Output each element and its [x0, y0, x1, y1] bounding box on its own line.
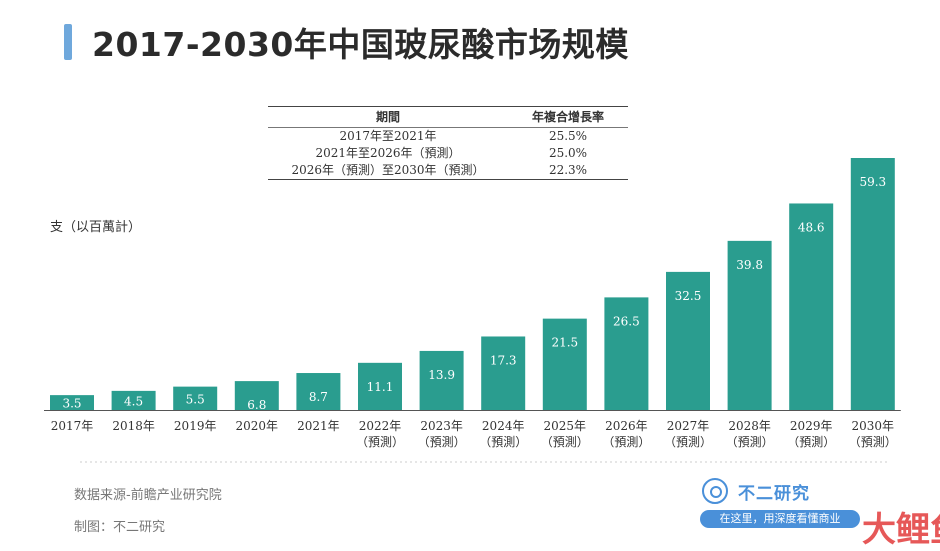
- x-tick-sublabel: （預測）: [356, 435, 404, 449]
- bar-value-label: 26.5: [613, 314, 640, 328]
- x-tick-sublabel: （預測）: [541, 435, 589, 449]
- bar: [850, 158, 895, 410]
- cagr-rate: 22.3%: [548, 163, 588, 177]
- bar-value-label: 3.5: [62, 397, 81, 411]
- bar-value-label: 8.7: [309, 390, 328, 404]
- x-tick-label: 2018年: [112, 419, 155, 433]
- bar-value-label: 13.9: [428, 368, 455, 382]
- x-tick-label: 2017年: [51, 419, 94, 433]
- x-tick-label: 2030年: [852, 419, 895, 433]
- x-tick-label: 2025年: [544, 419, 587, 433]
- bar-value-label: 4.5: [124, 394, 143, 408]
- cagr-header-period: 期間: [375, 110, 400, 124]
- y-unit-label: 支（以百萬計）: [50, 220, 142, 235]
- data-source: 数据来源-前瞻产业研究院: [74, 488, 222, 503]
- bar: [111, 390, 156, 410]
- bar-value-label: 32.5: [675, 289, 702, 303]
- bar: [173, 386, 218, 410]
- cagr-rule-bottom: [268, 179, 628, 180]
- brand-slogan: 在这里，用深度看懂商业: [700, 510, 860, 528]
- chart-maker: 制图：不二研究: [74, 520, 166, 535]
- cagr-row: 2017年至2021年 25.5%: [268, 128, 628, 145]
- cagr-row: 2026年（預測）至2030年（預測） 22.3%: [268, 162, 628, 179]
- bar: [666, 271, 710, 410]
- bar-value-label: 17.3: [490, 353, 517, 367]
- cagr-rule-top: [268, 106, 628, 107]
- x-tick-sublabel: （預測）: [849, 435, 897, 449]
- bar: [296, 373, 341, 410]
- bar: [727, 240, 772, 410]
- bar-value-label: 11.1: [367, 380, 394, 394]
- bar: [50, 395, 94, 410]
- cagr-header-rate: 年複合增長率: [531, 110, 604, 124]
- cagr-period: 2017年至2021年: [339, 129, 437, 143]
- title-accent-bar: [64, 24, 72, 60]
- x-tick-sublabel: （預測）: [602, 435, 650, 449]
- bar: [789, 203, 834, 410]
- x-tick-label: 2024年: [482, 419, 525, 433]
- x-tick-sublabel: （預測）: [726, 435, 774, 449]
- bar-value-label: 59.3: [859, 175, 886, 189]
- x-tick-label: 2028年: [728, 419, 771, 433]
- cagr-table: 期間 年複合增長率 2017年至2021年 25.5% 2021年至2026年（…: [268, 106, 628, 180]
- cagr-row: 2021年至2026年（預測） 25.0%: [268, 145, 628, 162]
- x-tick-sublabel: （預測）: [664, 435, 712, 449]
- cagr-rule-mid: [268, 127, 628, 128]
- bar: [358, 362, 402, 410]
- bar: [542, 318, 587, 410]
- cagr-period: 2021年至2026年（預測）: [315, 146, 461, 160]
- x-tick-sublabel: （預測）: [418, 435, 466, 449]
- page-title: 2017-2030年中国玻尿酸市场规模: [92, 25, 629, 64]
- cagr-period: 2026年（預測）至2030年（預測）: [291, 163, 485, 177]
- x-tick-label: 2026年: [605, 419, 648, 433]
- x-tick-label: 2022年: [359, 419, 402, 433]
- bar-value-label: 21.5: [551, 336, 578, 350]
- bar-value-label: 39.8: [736, 258, 763, 272]
- x-tick-label: 2019年: [174, 419, 217, 433]
- cagr-header-row: 期間 年複合增長率: [268, 107, 628, 127]
- x-tick-label: 2029年: [790, 419, 833, 433]
- brand-logo: 不二研究: [702, 478, 810, 504]
- bar: [234, 381, 279, 410]
- bar-value-label: 48.6: [798, 220, 825, 234]
- bar: [481, 336, 526, 410]
- x-tick-sublabel: （預測）: [479, 435, 527, 449]
- x-tick-label: 2023年: [420, 419, 463, 433]
- x-tick-sublabel: （預測）: [787, 435, 835, 449]
- bar: [604, 297, 649, 410]
- x-tick-label: 2027年: [667, 419, 710, 433]
- x-tick-label: 2021年: [297, 419, 340, 433]
- x-tick-label: 2020年: [236, 419, 279, 433]
- bar: [419, 350, 464, 410]
- bar-value-label: 5.5: [186, 392, 205, 406]
- bar-value-label: 6.8: [247, 398, 266, 412]
- brand-name: 不二研究: [738, 483, 810, 504]
- cagr-rate: 25.5%: [548, 129, 588, 143]
- brand-icon: [702, 478, 728, 504]
- watermark-logo: 大鲤鱼: [862, 510, 940, 550]
- cagr-rate: 25.0%: [548, 146, 588, 160]
